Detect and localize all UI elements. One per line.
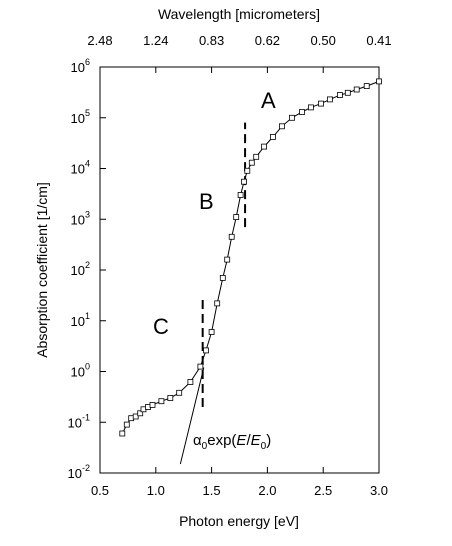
top-tick-label: 0.83 [199, 33, 224, 48]
y-tick-label: 101 [71, 311, 90, 329]
fit-formula-alpha: α [193, 432, 202, 449]
data-point [336, 92, 343, 98]
fit-formula-alpha-sub: 0 [202, 441, 208, 452]
region-label-a: A [261, 88, 276, 113]
top-axis-title: Wavelength [micrometers] [158, 6, 320, 22]
data-point [224, 256, 231, 263]
fit-formula-e0: E [251, 432, 262, 449]
data-point [344, 89, 351, 96]
data-point [176, 389, 183, 396]
data-point [203, 347, 209, 354]
data-point [158, 398, 165, 405]
data-point [214, 300, 221, 307]
data-point [237, 192, 244, 198]
y-axis-title: Absorption coefficient [1/cm] [34, 182, 50, 358]
y-tick-label: 103 [71, 209, 90, 227]
fit-formula-close: ) [266, 432, 271, 449]
data-point [233, 214, 240, 221]
data-point [318, 100, 324, 107]
x-tick-label: 2.5 [314, 483, 332, 498]
data-point [299, 109, 305, 115]
y-tick-label: 102 [71, 260, 90, 278]
data-point [253, 153, 260, 160]
data-layer [119, 78, 382, 465]
data-point [353, 86, 360, 93]
data-point [289, 114, 295, 121]
fit-formula-exp: exp( [207, 432, 236, 449]
y-tick-label: 106 [71, 57, 90, 75]
top-tick-label: 0.50 [311, 33, 336, 48]
y-tick-label: 10-1 [68, 412, 90, 430]
data-point [270, 133, 276, 140]
fit-formula: α0exp(E/E0) [193, 432, 271, 452]
x-tick-label: 1.0 [147, 483, 165, 498]
data-point [241, 178, 247, 185]
data-point [376, 78, 382, 85]
y-tick-label: 105 [71, 108, 90, 126]
left-axis-ticks: 10-2 10-1 100 101 102 103 104 105 106 [68, 57, 106, 481]
data-point [248, 159, 255, 166]
fit-formula-slash: / [246, 432, 251, 449]
data-point [278, 123, 285, 130]
data-point [149, 401, 156, 408]
fit-line [179, 367, 205, 465]
data-point [187, 379, 194, 385]
data-point [137, 410, 144, 417]
data-point [228, 233, 235, 240]
data-point [208, 329, 215, 335]
x-axis-title: Photon energy [eV] [179, 513, 299, 529]
bottom-axis-ticks: 0.5 1.0 1.5 2.0 2.5 3.0 [91, 467, 388, 498]
x-tick-label: 0.5 [91, 483, 109, 498]
data-point [326, 96, 333, 103]
data-point [307, 104, 314, 111]
data-curve [121, 80, 380, 434]
data-point [244, 167, 251, 174]
data-point [197, 363, 204, 370]
top-tick-label: 1.24 [143, 33, 168, 48]
data-point [167, 395, 174, 401]
top-axis-ticks: 2.48 1.24 0.83 0.62 0.50 0.41 [87, 33, 392, 73]
data-point [363, 83, 370, 89]
x-tick-label: 2.0 [258, 483, 276, 498]
fit-formula-e: E [236, 432, 247, 449]
y-tick-label: 100 [71, 362, 90, 380]
data-point [219, 274, 226, 281]
data-point [123, 421, 130, 428]
data-point [261, 143, 268, 150]
data-point [132, 413, 139, 420]
top-tick-label: 0.62 [255, 33, 280, 48]
fit-formula-e0-sub: 0 [261, 441, 267, 452]
data-point [119, 430, 126, 437]
x-tick-label: 3.0 [370, 483, 388, 498]
y-tick-label: 104 [71, 159, 90, 177]
region-label-b: B [199, 189, 214, 214]
region-label-c: C [153, 314, 169, 339]
x-tick-label: 1.5 [203, 483, 221, 498]
y-tick-label: 10-2 [68, 463, 90, 481]
top-tick-label: 0.41 [366, 33, 391, 48]
top-tick-label: 2.48 [87, 33, 112, 48]
